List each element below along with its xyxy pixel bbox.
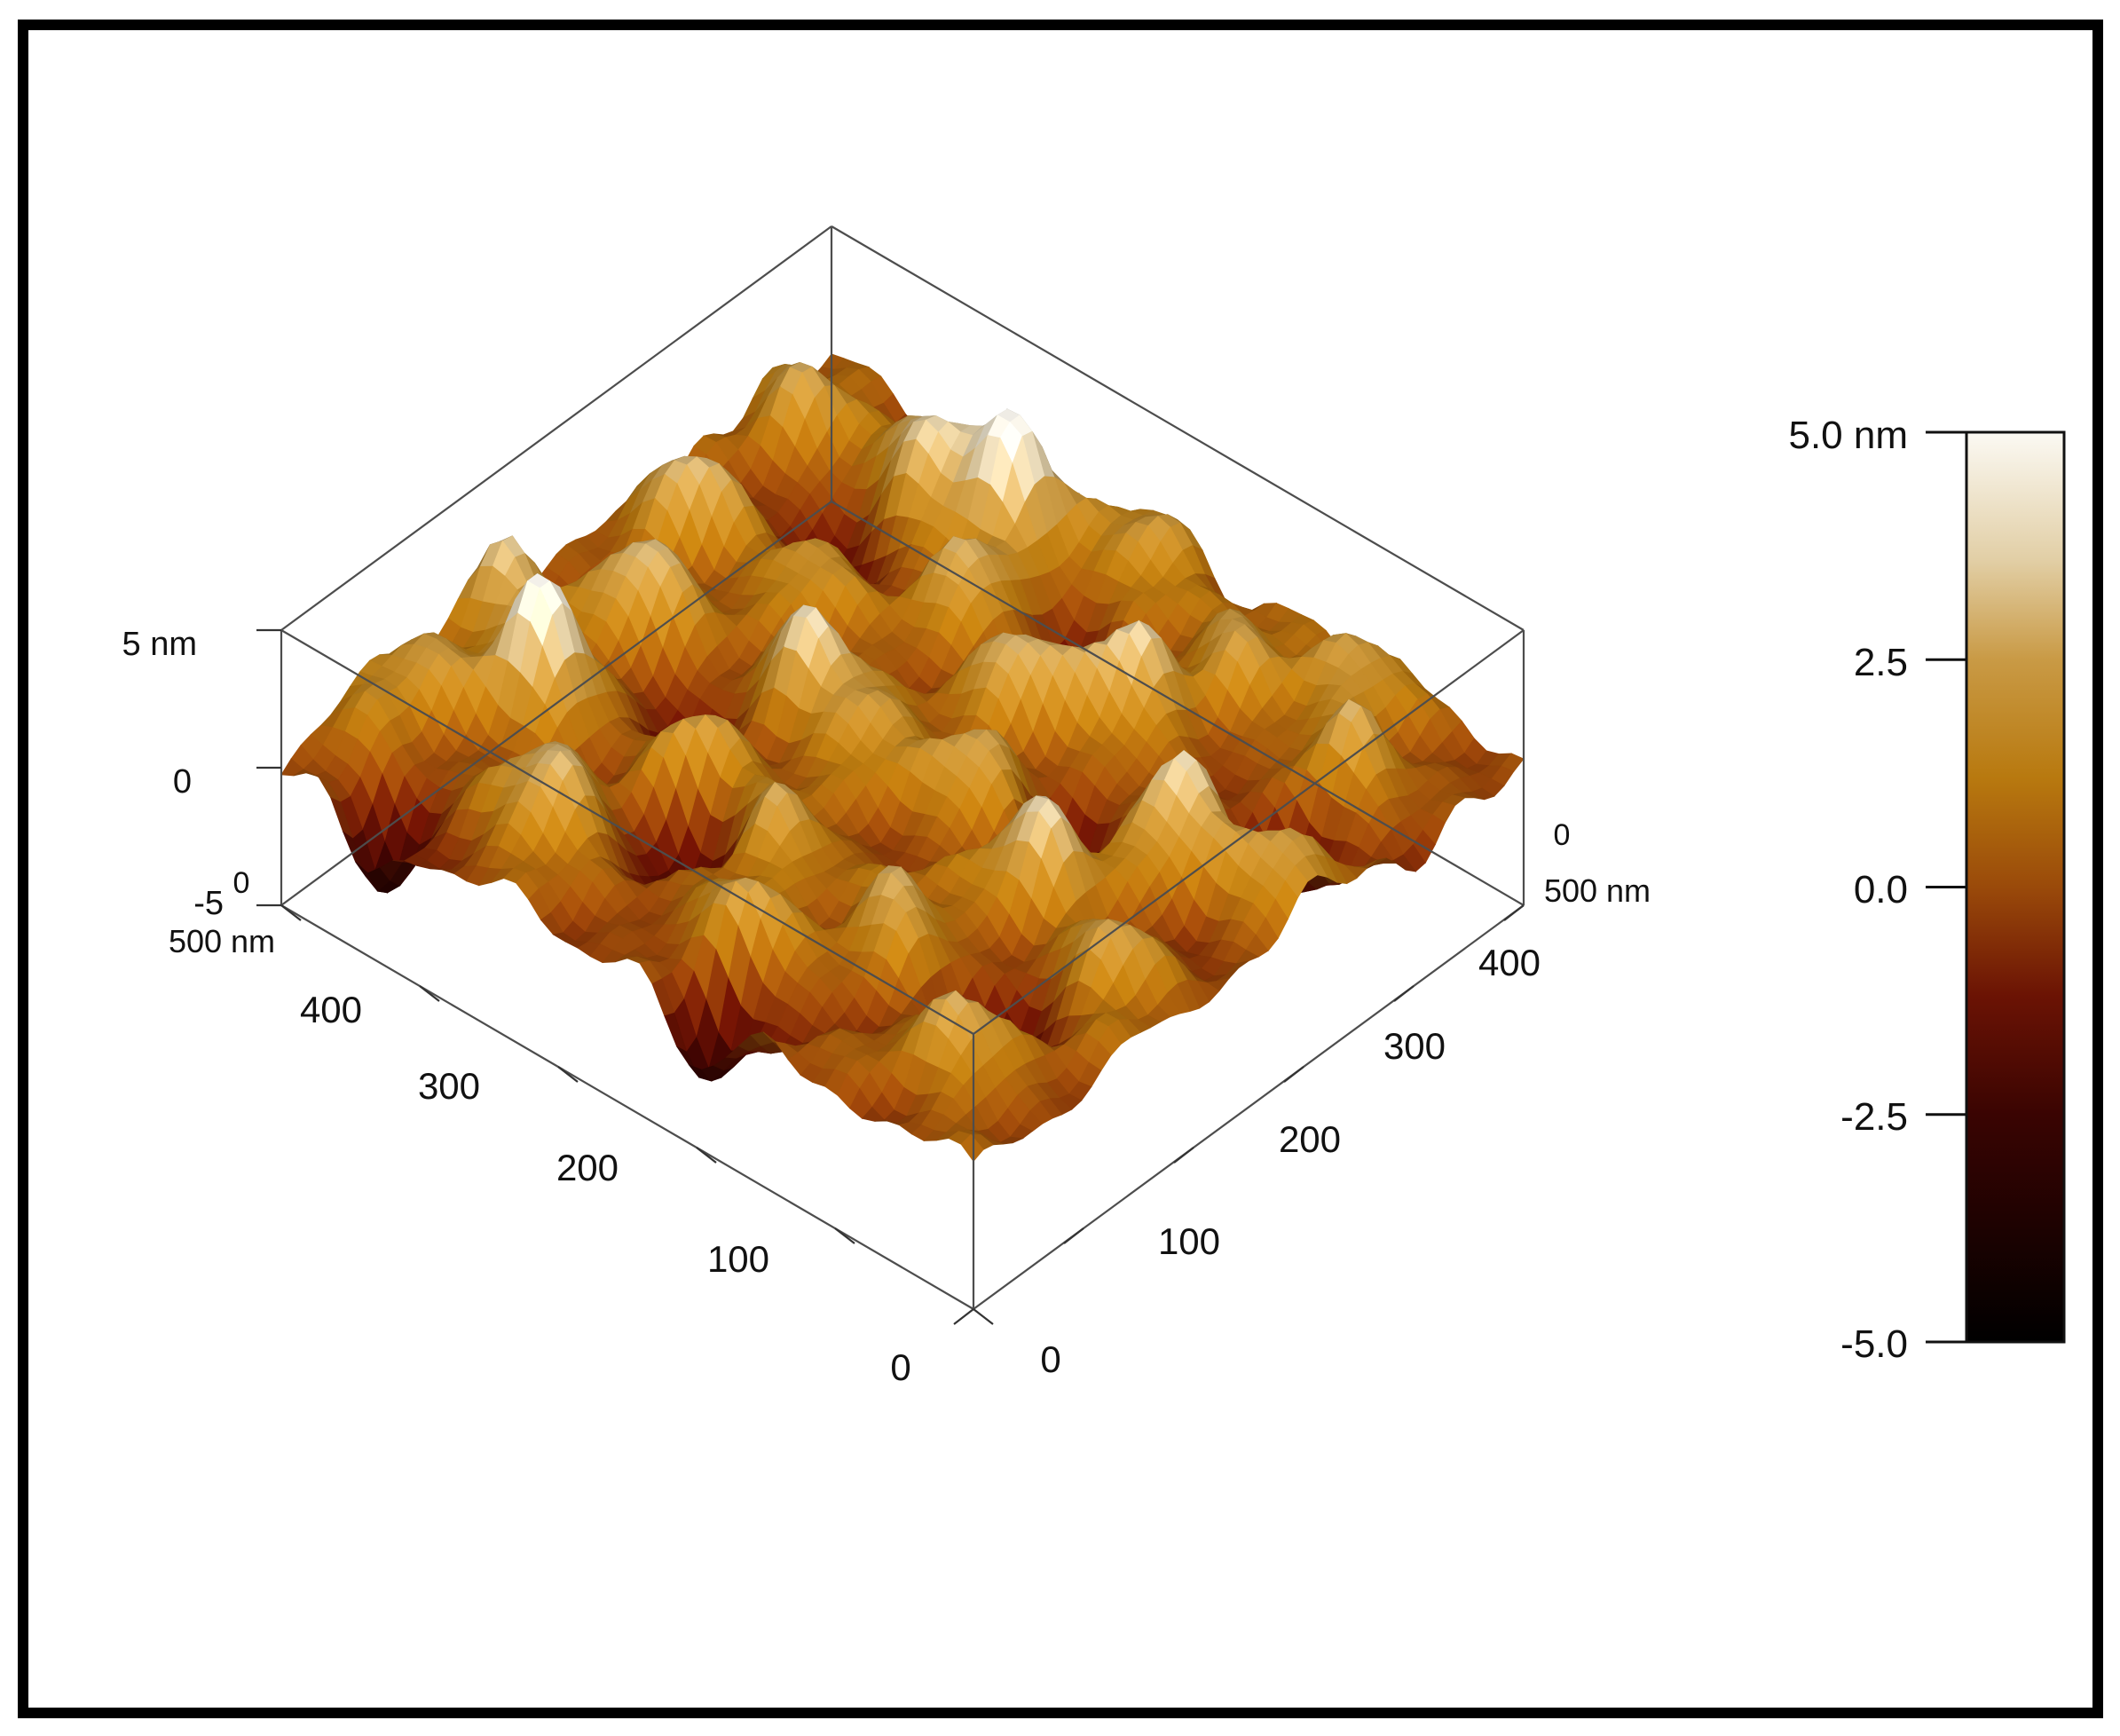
z-tick-label-top: 5 nm [122,626,197,663]
x-tick-label-100: 100 [707,1238,769,1280]
y-tick-label-100: 100 [1158,1220,1220,1262]
x-tick-label-300: 300 [418,1065,480,1107]
z-axis-tick-labels: 5 nm 0 -5 [122,626,224,922]
x-tick-label-0: 0 [890,1346,910,1388]
colorbar-gradient [1965,430,2066,1344]
colorbar-label-2-5: 2.5 [1854,641,1908,684]
y-tick-label-400: 400 [1478,942,1541,983]
y-tick-label-0: 0 [1040,1338,1060,1380]
z-tick-label-zero: 0 [173,763,192,801]
x-tick-3 [557,1066,579,1083]
colorbar: 5.0 nm 2.5 0.0 -2.5 -5.0 [1788,414,2066,1366]
box-edge-4 [280,629,974,1035]
x-tick-0 [973,1308,994,1325]
box-edge-2 [280,501,832,906]
y-tick-label-500: 500 nm [1544,872,1651,909]
colorbar-tick-labels: 5.0 nm 2.5 0.0 -2.5 -5.0 [1788,414,1908,1366]
colorbar-ticks [1926,430,1966,1344]
x-tick-label-500: 500 nm [169,923,275,959]
box-edge-7 [831,225,1525,631]
y-tick-3 [1283,1066,1304,1083]
y-tick-1 [1063,1227,1084,1244]
y-tick-4 [1393,985,1415,1002]
x-tick-1 [834,1227,855,1244]
colorbar-label-neg-2-5: -2.5 [1840,1095,1908,1139]
y-tick-0 [953,1308,974,1325]
y-tick-label-200: 200 [1279,1118,1341,1160]
x-tick-2 [696,1147,717,1164]
x-tick-label-200: 200 [556,1147,619,1188]
box-edge-3 [831,501,1525,906]
box-edge-5 [973,629,1525,1035]
x-axis-tick-labels: 0 100 200 300 400 500 nm [169,923,911,1388]
z-tick-label-bottom: -5 [193,885,224,922]
colorbar-label-min: -5.0 [1840,1322,1908,1366]
colorbar-label-0: 0.0 [1854,868,1908,911]
box-edge-6 [280,225,832,631]
y-tick-label-300: 300 [1383,1025,1446,1067]
colorbar-label-max: 5.0 nm [1788,414,1908,457]
surface-plot [280,353,1525,1163]
x-tick-4 [419,985,440,1002]
corner-zero-label-left: 0 [233,866,250,900]
surface-cell [960,1133,984,1163]
y-axis-tick-labels: 0 100 200 300 400 500 nm [1040,872,1651,1380]
corner-zero-label-right: 0 [1554,818,1571,852]
x-tick-label-400: 400 [300,989,362,1030]
y-tick-5 [1503,904,1525,921]
x-tick-5 [280,904,302,921]
axis-ticks [256,628,1525,1325]
y-tick-2 [1173,1147,1194,1164]
box-edge-0 [280,904,974,1310]
